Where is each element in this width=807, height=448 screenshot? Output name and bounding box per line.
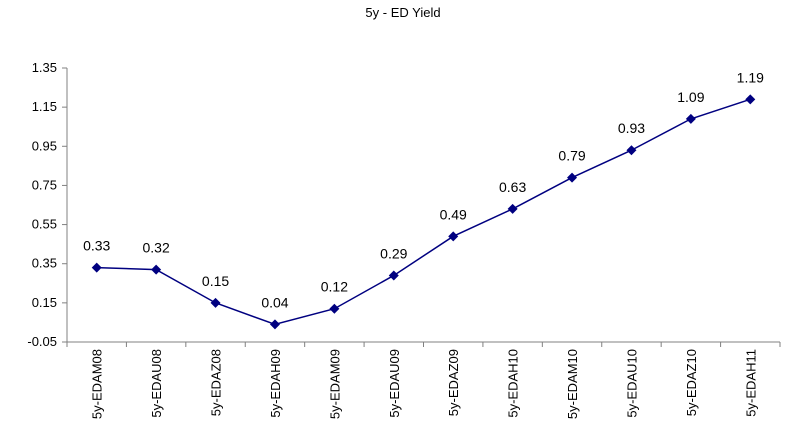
x-tick-label: 5y-EDAZ09 <box>446 349 461 416</box>
x-tick-label: 5y-EDAU10 <box>624 349 639 418</box>
y-tick-label: 0.95 <box>32 138 57 153</box>
x-tick-label: 5y-EDAM10 <box>565 349 580 419</box>
data-point <box>745 94 756 105</box>
data-label: 0.04 <box>261 294 288 310</box>
y-tick-label: 0.75 <box>32 177 57 192</box>
data-label: 0.79 <box>558 148 585 164</box>
y-tick-label: -0.05 <box>27 334 57 349</box>
y-axis-ticks: -0.05 0.15 0.35 0.55 0.75 0.95 1.15 1.35 <box>27 60 67 349</box>
x-tick-label: 5y-EDAM08 <box>90 349 105 419</box>
x-tick-label: 5y-EDAM09 <box>327 349 342 419</box>
data-point <box>210 297 221 308</box>
data-label: 0.33 <box>83 238 110 254</box>
data-label: 0.12 <box>321 279 348 295</box>
data-label: 1.19 <box>737 69 764 85</box>
x-tick-label: 5y-EDAH09 <box>268 349 283 418</box>
x-tick-label: 5y-EDAH10 <box>506 349 521 418</box>
axes <box>66 68 780 343</box>
y-tick-label: 0.15 <box>32 295 57 310</box>
data-label: 0.93 <box>618 120 645 136</box>
data-label: 0.29 <box>380 245 407 261</box>
x-tick-label: 5y-EDAZ10 <box>684 349 699 416</box>
data-point <box>448 231 459 242</box>
y-tick-label: 0.35 <box>32 256 57 271</box>
data-point <box>567 172 578 183</box>
data-point <box>626 145 637 156</box>
y-tick-label: 1.15 <box>32 99 57 114</box>
y-tick-label: 0.55 <box>32 217 57 232</box>
data-point <box>91 262 102 273</box>
data-point <box>507 203 518 214</box>
x-tick-label: 5y-EDAZ08 <box>209 349 224 416</box>
x-tick-label: 5y-EDAH11 <box>743 349 758 417</box>
data-label: 1.09 <box>677 89 704 105</box>
data-label: 0.49 <box>440 206 467 222</box>
series-line <box>96 98 751 326</box>
data-point <box>329 303 340 314</box>
data-label: 0.32 <box>143 240 170 256</box>
x-tick-label: 5y-EDAU09 <box>387 349 402 418</box>
x-axis-ticks: 5y-EDAM08 5y-EDAU08 5y-EDAZ08 5y-EDAH09 5y-E… <box>66 342 781 419</box>
data-point <box>388 270 399 281</box>
data-label: 0.63 <box>499 179 526 195</box>
x-tick-label: 5y-EDAU08 <box>149 349 164 418</box>
data-point <box>151 264 162 275</box>
data-point <box>269 319 280 330</box>
y-tick-label: 1.35 <box>32 60 57 75</box>
data-label: 0.15 <box>202 273 229 289</box>
series-group <box>91 94 756 330</box>
data-labels: 0.33 0.32 0.15 0.04 0.12 0.29 0.49 0.63 0.79 0.93… <box>83 69 764 310</box>
data-point <box>685 113 696 124</box>
chart-title: 5y - ED Yield <box>365 5 440 20</box>
